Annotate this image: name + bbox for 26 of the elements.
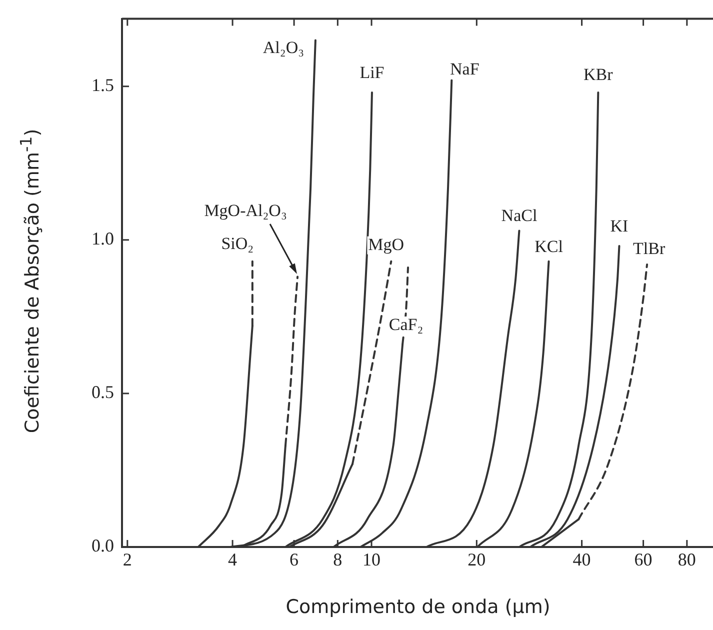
series-label: CaF₂ [388,315,424,334]
y-tick-label: 1.0 [92,228,114,249]
x-tick-label: 60 [634,550,652,570]
x-axis-title: Comprimento de onda (μm) [286,596,550,618]
y-tick-label: 0.0 [92,536,114,556]
series-label: MgO [368,234,404,254]
series-label: LiF [360,62,384,82]
x-tick-label: 4 [228,550,238,570]
x-tick-label: 6 [290,550,299,570]
y-tick-label: 0.5 [92,382,114,402]
x-tick-label: 8 [333,550,342,570]
x-tick-label: 2 [122,550,132,570]
series-label: KI [610,216,629,236]
x-tick-label: 80 [678,550,696,570]
x-tick-label: 20 [468,550,486,570]
series-label: KBr [584,64,614,84]
x-tick-label: 40 [572,550,591,570]
series-label: SiO₂ [221,234,254,253]
series-label: NaCl [501,206,538,226]
text: MgO-Al₂O₃ [204,201,287,220]
y-tick-label: 1.5 [92,75,114,96]
series-label: TlBr [632,238,666,258]
series-label: NaF [450,60,480,79]
series-label: KCl [534,236,564,256]
x-tick-label: 10 [362,550,381,570]
legend-label: Al₂O₃ [262,38,304,57]
